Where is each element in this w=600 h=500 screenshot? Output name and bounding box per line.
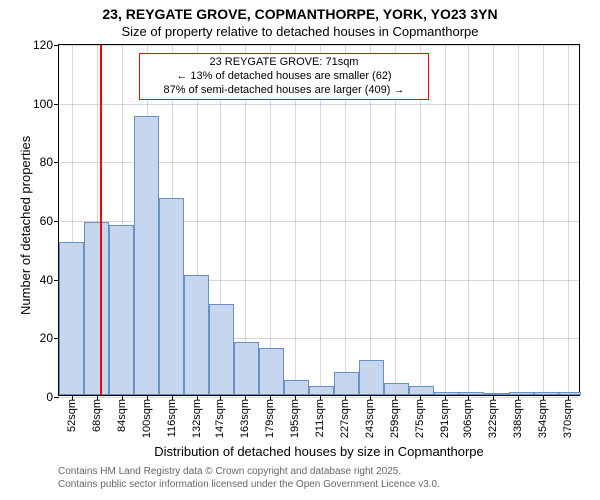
x-tick-mark [172,395,173,400]
y-tick-mark [54,45,59,46]
histogram-bar [109,225,134,395]
grid-line-horizontal [59,104,579,105]
x-tick-mark [270,395,271,400]
x-tick-label: 275sqm [414,399,426,438]
x-tick-mark [197,395,198,400]
grid-line-vertical [543,45,544,395]
histogram-bar [384,383,409,395]
annotation-box: 23 REYGATE GROVE: 71sqm← 13% of detached… [139,53,429,100]
x-tick-label: 243sqm [364,399,376,438]
x-tick-label: 259sqm [389,399,401,438]
histogram-bar [234,342,259,395]
x-tick-label: 211sqm [314,399,326,437]
x-tick-mark [345,395,346,400]
histogram-bar [484,393,509,395]
y-tick-mark [54,162,59,163]
plot-area: 02040608010012052sqm68sqm84sqm100sqm116s… [58,44,580,396]
x-tick-mark [370,395,371,400]
grid-line-vertical [518,45,519,395]
x-tick-label: 179sqm [264,399,276,438]
annotation-line: 87% of semi-detached houses are larger (… [146,84,422,98]
x-tick-mark [122,395,123,400]
x-tick-mark [97,395,98,400]
x-tick-mark [518,395,519,400]
histogram-bar [209,304,234,395]
x-tick-label: 52sqm [66,399,78,432]
histogram-bar [259,348,284,395]
x-tick-mark [420,395,421,400]
histogram-bar [59,242,84,395]
footer-line-2: Contains public sector information licen… [58,479,440,490]
histogram-bar [359,360,384,395]
histogram-bar [284,380,309,395]
histogram-bar [159,198,184,395]
x-tick-label: 195sqm [289,399,301,438]
histogram-bar [559,392,581,395]
grid-line-vertical [493,45,494,395]
histogram-bar [309,386,334,395]
x-tick-label: 338sqm [512,399,524,438]
x-tick-mark [543,395,544,400]
y-tick-mark [54,104,59,105]
x-tick-label: 68sqm [91,399,103,432]
histogram-bar [434,392,459,395]
reference-line [100,45,102,395]
x-tick-mark [493,395,494,400]
x-tick-label: 354sqm [537,399,549,438]
histogram-bar [334,372,359,395]
histogram-bar [184,275,209,395]
chart-title: 23, REYGATE GROVE, COPMANTHORPE, YORK, Y… [0,6,600,22]
annotation-line: ← 13% of detached houses are smaller (62… [146,70,422,84]
histogram-bar [459,392,484,395]
x-axis-label: Distribution of detached houses by size … [58,444,580,459]
x-tick-label: 116sqm [166,399,178,437]
x-tick-mark [245,395,246,400]
x-tick-mark [445,395,446,400]
grid-line-horizontal [59,397,579,398]
annotation-line: 23 REYGATE GROVE: 71sqm [146,56,422,70]
x-tick-label: 306sqm [462,399,474,438]
x-tick-label: 291sqm [439,399,451,438]
grid-line-horizontal [59,45,579,46]
grid-line-vertical [468,45,469,395]
y-tick-mark [54,397,59,398]
x-tick-label: 370sqm [562,399,574,438]
x-tick-mark [295,395,296,400]
histogram-bar [134,116,159,395]
x-tick-mark [395,395,396,400]
footer-attribution: Contains HM Land Registry data © Crown c… [58,466,440,491]
histogram-bar [84,222,109,395]
histogram-bar [534,392,559,395]
grid-line-vertical [445,45,446,395]
x-tick-mark [568,395,569,400]
x-tick-mark [468,395,469,400]
histogram-chart: 23, REYGATE GROVE, COPMANTHORPE, YORK, Y… [0,0,600,500]
x-tick-label: 132sqm [191,399,203,438]
x-tick-label: 100sqm [141,399,153,438]
x-tick-label: 84sqm [116,399,128,432]
x-tick-label: 227sqm [339,399,351,438]
x-tick-label: 147sqm [214,399,226,438]
chart-subtitle: Size of property relative to detached ho… [0,24,600,39]
x-tick-label: 163sqm [239,399,251,438]
x-tick-mark [147,395,148,400]
footer-line-1: Contains HM Land Registry data © Crown c… [58,466,401,477]
x-tick-mark [72,395,73,400]
histogram-bar [409,386,434,395]
y-axis-label: Number of detached properties [18,136,33,315]
y-tick-mark [54,221,59,222]
histogram-bar [509,392,534,395]
x-tick-label: 322sqm [487,399,499,438]
x-tick-mark [220,395,221,400]
grid-line-vertical [568,45,569,395]
x-tick-mark [320,395,321,400]
